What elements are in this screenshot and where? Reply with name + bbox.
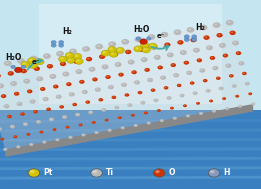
Circle shape [144, 68, 150, 72]
Circle shape [197, 58, 202, 62]
Circle shape [174, 29, 181, 35]
Circle shape [139, 48, 142, 50]
Circle shape [200, 113, 201, 114]
Circle shape [126, 51, 129, 52]
Text: H₂O: H₂O [133, 25, 150, 34]
Circle shape [111, 96, 116, 99]
Circle shape [138, 47, 144, 52]
Circle shape [234, 42, 236, 43]
Circle shape [192, 39, 194, 40]
Circle shape [191, 82, 193, 83]
Circle shape [82, 90, 88, 94]
Circle shape [27, 89, 32, 93]
Circle shape [112, 52, 118, 57]
Circle shape [212, 110, 216, 113]
Circle shape [185, 61, 187, 63]
Circle shape [36, 120, 41, 124]
Polygon shape [0, 138, 261, 142]
Circle shape [125, 50, 131, 54]
Circle shape [60, 106, 62, 107]
Circle shape [164, 86, 168, 90]
Circle shape [222, 97, 226, 100]
Circle shape [168, 97, 169, 98]
Polygon shape [0, 23, 253, 149]
Circle shape [116, 47, 124, 53]
Circle shape [232, 40, 239, 46]
Circle shape [150, 44, 153, 46]
Circle shape [3, 104, 9, 108]
Circle shape [108, 129, 112, 132]
Circle shape [207, 90, 209, 91]
Circle shape [216, 33, 223, 37]
Circle shape [58, 40, 64, 44]
Circle shape [21, 65, 26, 69]
Circle shape [53, 85, 58, 89]
Circle shape [87, 58, 90, 60]
Circle shape [160, 75, 166, 80]
Circle shape [7, 115, 12, 118]
Circle shape [13, 135, 17, 138]
Circle shape [51, 75, 54, 77]
Circle shape [75, 113, 80, 116]
Circle shape [206, 89, 211, 93]
Circle shape [227, 21, 230, 23]
Circle shape [174, 74, 177, 76]
Circle shape [108, 46, 116, 52]
Circle shape [89, 111, 91, 113]
Circle shape [153, 98, 158, 102]
Circle shape [65, 52, 74, 58]
Circle shape [152, 89, 153, 91]
Circle shape [1, 94, 6, 98]
Circle shape [144, 48, 147, 50]
Circle shape [161, 120, 162, 121]
Circle shape [84, 47, 87, 50]
Circle shape [48, 65, 51, 67]
Circle shape [9, 72, 11, 74]
Circle shape [187, 115, 188, 116]
Circle shape [147, 122, 151, 125]
Circle shape [197, 102, 198, 104]
Circle shape [22, 62, 26, 65]
Circle shape [35, 67, 38, 69]
Circle shape [121, 39, 129, 45]
Circle shape [41, 88, 43, 89]
Circle shape [56, 139, 58, 140]
Circle shape [1, 138, 3, 139]
Circle shape [76, 114, 78, 115]
Circle shape [29, 143, 33, 146]
Circle shape [199, 112, 203, 115]
Circle shape [109, 47, 113, 50]
Circle shape [148, 79, 151, 81]
Circle shape [46, 108, 51, 111]
Circle shape [85, 100, 90, 104]
Circle shape [131, 70, 137, 74]
Circle shape [232, 84, 237, 88]
Circle shape [109, 51, 118, 57]
Circle shape [20, 112, 25, 116]
Circle shape [113, 53, 116, 55]
Circle shape [157, 66, 163, 70]
Circle shape [193, 91, 198, 95]
Circle shape [194, 49, 197, 51]
Circle shape [28, 58, 36, 64]
Circle shape [204, 80, 206, 81]
Circle shape [55, 138, 60, 141]
Circle shape [86, 57, 92, 61]
Circle shape [36, 59, 44, 65]
Circle shape [134, 46, 142, 52]
Circle shape [208, 169, 220, 177]
Circle shape [147, 78, 153, 82]
Circle shape [51, 43, 56, 47]
Circle shape [108, 41, 116, 47]
Circle shape [217, 77, 219, 79]
Circle shape [226, 108, 228, 109]
Circle shape [188, 28, 191, 30]
Circle shape [8, 115, 10, 117]
Circle shape [206, 45, 213, 50]
Circle shape [23, 79, 30, 84]
Circle shape [252, 103, 254, 104]
Circle shape [95, 132, 97, 133]
Circle shape [101, 108, 106, 112]
Circle shape [97, 45, 100, 47]
